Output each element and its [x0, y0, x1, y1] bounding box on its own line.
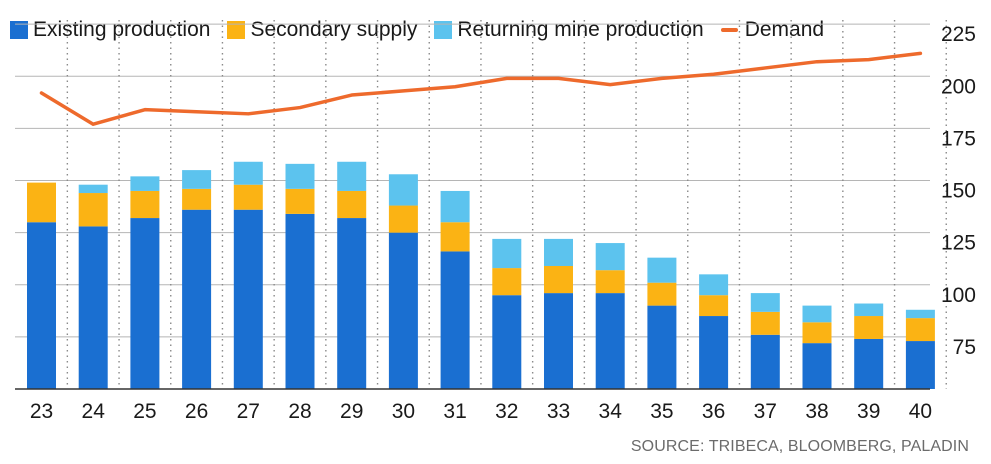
secondary-supply-bar — [595, 270, 625, 294]
secondary-supply-bar — [27, 182, 56, 223]
returning-production-bar — [544, 238, 573, 266]
returning-production-bar — [647, 257, 677, 283]
secondary-supply-bar — [854, 316, 884, 339]
existing-production-bar — [905, 341, 935, 389]
x-tick-label: 30 — [392, 400, 415, 423]
returning-production-bar — [802, 305, 832, 323]
returning-production-bar — [285, 163, 315, 189]
x-tick-label: 38 — [805, 400, 828, 423]
returning-production-bar — [699, 274, 729, 296]
x-tick-label: 32 — [495, 400, 518, 423]
x-tick-label: 28 — [288, 400, 311, 423]
existing-production-bar — [27, 222, 56, 389]
y-tick-label: 225 — [941, 23, 976, 46]
secondary-supply-bar — [699, 295, 729, 317]
x-tick-label: 35 — [650, 400, 673, 423]
existing-production-bar — [130, 218, 160, 389]
x-tick-label: 37 — [754, 400, 777, 423]
existing-production-bar — [233, 209, 263, 389]
existing-production-bar — [78, 226, 108, 389]
secondary-supply-bar — [78, 193, 108, 227]
x-tick-label: 39 — [857, 400, 880, 423]
returning-production-bar — [440, 190, 470, 223]
secondary-supply-bar — [285, 188, 315, 214]
secondary-supply-bar — [233, 184, 263, 210]
secondary-supply-bar — [492, 268, 522, 296]
returning-production-bar — [337, 161, 367, 191]
returning-production-bar — [182, 170, 212, 189]
existing-production-bar — [595, 293, 625, 389]
secondary-supply-bar — [647, 282, 677, 306]
secondary-supply-bar — [802, 322, 832, 344]
y-tick-label: 175 — [941, 127, 976, 150]
returning-production-bar — [78, 184, 108, 194]
secondary-swatch — [227, 21, 246, 39]
demand-line-layer — [39, 51, 923, 126]
existing-production-bar — [182, 209, 212, 389]
y-tick-label: 100 — [941, 284, 976, 307]
x-tick-label: 36 — [702, 400, 725, 423]
y-tick-label: 75 — [953, 336, 976, 359]
existing-production-bar — [647, 305, 677, 389]
secondary-supply-bar — [130, 190, 160, 219]
source-note: SOURCE: TRIBECA, BLOOMBERG, PALADIN — [630, 438, 969, 455]
existing-production-bar — [388, 232, 418, 389]
x-tick-label: 34 — [599, 400, 623, 423]
axis-layer: 75 100 125 150 175 200 225 23 24 25 26 27 28 29 30 31 32… — [15, 23, 976, 423]
returning-production-bar — [233, 161, 263, 185]
x-tick-label: 40 — [909, 400, 932, 423]
existing-production-bar — [802, 343, 832, 389]
x-tick-label: 26 — [185, 400, 208, 423]
existing-production-bar — [854, 338, 884, 389]
secondary-supply-bar — [388, 205, 418, 233]
existing-production-bar — [544, 293, 573, 389]
demand-swatch — [720, 28, 738, 32]
existing-production-bar — [440, 251, 470, 389]
returning-production-bar — [905, 309, 935, 319]
existing-production-bar — [750, 334, 780, 389]
existing-production-bar — [699, 316, 729, 389]
returning-production-bar — [130, 176, 160, 191]
returning-production-bar — [492, 238, 522, 269]
y-tick-label: 125 — [941, 232, 976, 255]
returning-production-bar — [595, 243, 625, 271]
y-tick-label: 150 — [941, 180, 976, 203]
secondary-supply-bar — [182, 188, 212, 210]
x-tick-label: 33 — [547, 400, 570, 423]
x-tick-label: 25 — [133, 400, 156, 423]
existing-production-bar — [492, 295, 522, 389]
secondary-supply-bar — [337, 190, 367, 219]
x-tick-label: 31 — [443, 400, 466, 423]
secondary-supply-bar — [905, 318, 935, 342]
x-tick-label: 23 — [30, 400, 53, 423]
existing-swatch — [10, 21, 28, 39]
x-tick-label: 27 — [237, 400, 260, 423]
returning-swatch — [434, 21, 453, 39]
y-tick-label: 200 — [941, 75, 976, 98]
bars-layer — [27, 161, 935, 389]
returning-production-bar — [750, 293, 780, 312]
secondary-supply-bar — [440, 222, 470, 252]
existing-production-bar — [337, 218, 367, 389]
secondary-supply-bar — [544, 266, 573, 294]
returning-production-bar — [388, 174, 418, 206]
x-tick-label: 24 — [82, 400, 106, 423]
demand-line — [39, 51, 923, 126]
x-tick-label: 29 — [340, 400, 363, 423]
secondary-supply-bar — [750, 311, 780, 335]
existing-production-bar — [285, 213, 315, 389]
returning-production-bar — [854, 303, 884, 317]
